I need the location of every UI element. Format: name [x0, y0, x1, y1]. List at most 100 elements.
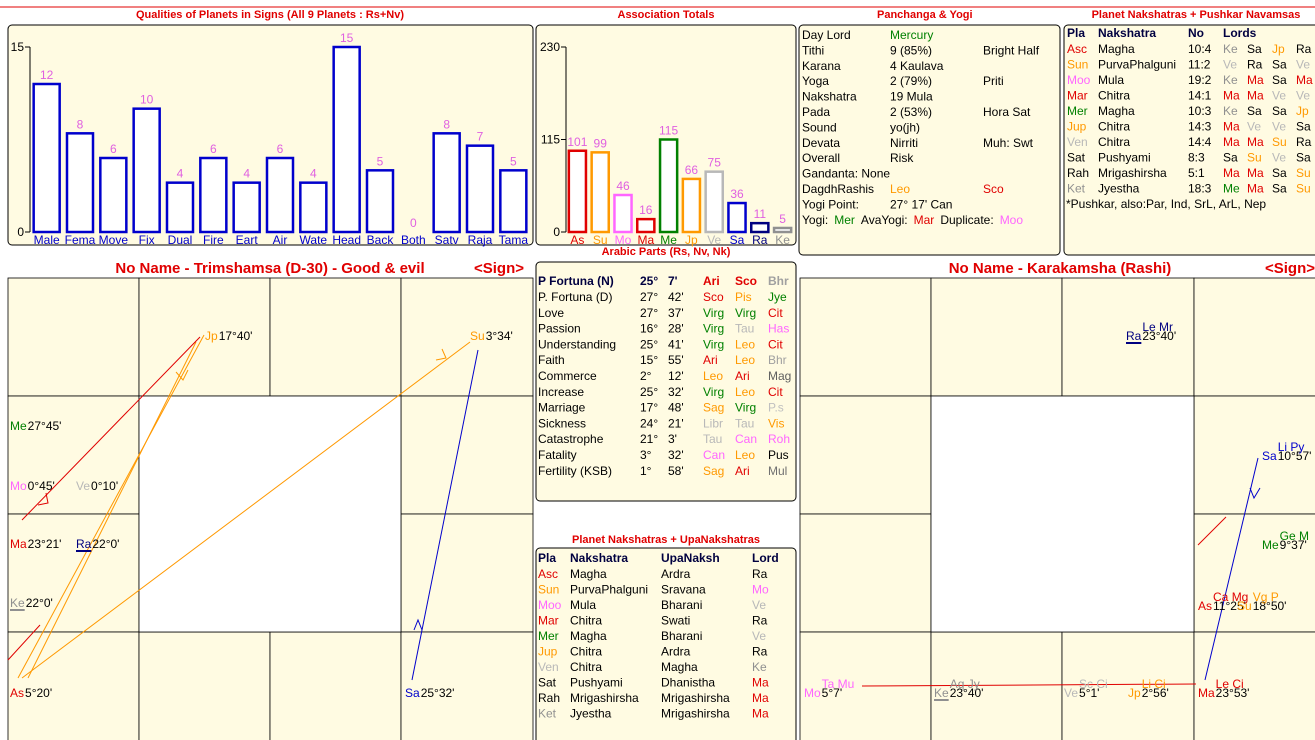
panel-title: Planet Nakshatras + Pushkar Navamsas	[1092, 9, 1301, 21]
x-tick-label: Ke	[775, 233, 790, 247]
table-cell: Has	[768, 322, 789, 336]
table-cell: Jye	[768, 290, 787, 304]
x-tick-label: Wate	[300, 233, 328, 247]
planet-degree: 22°0'	[92, 537, 119, 551]
table-cell: Virg	[703, 385, 724, 399]
table-cell: 58'	[668, 464, 684, 478]
table-cell: Virg	[735, 306, 756, 320]
table-cell: Ke	[1223, 42, 1238, 56]
panel-title: Qualities of Planets in Signs (All 9 Pla…	[136, 9, 404, 21]
table-cell: Sa	[1247, 104, 1262, 118]
bar	[432, 132, 461, 234]
d30-aspects	[7, 334, 479, 681]
table-cell: Mag	[768, 369, 791, 383]
x-tick-label: Male	[34, 233, 60, 247]
table-cell: Ra	[1296, 42, 1312, 56]
x-tick-label: Ma	[637, 233, 654, 247]
x-tick-label: Back	[367, 233, 395, 247]
planet: Me	[10, 419, 27, 433]
value-label: 36	[730, 187, 744, 201]
table-cell: 3°	[640, 448, 652, 462]
table-cell: Ke	[752, 660, 767, 674]
table-cell: Moo	[538, 598, 562, 612]
table-cell: 1°	[640, 464, 652, 478]
x-tick-label: Eart	[236, 233, 259, 247]
planet-sign: Vg P	[1253, 590, 1279, 604]
table-cell: 37'	[668, 306, 684, 320]
planet: Jp	[205, 329, 218, 343]
panchanga-cell: yo(jh)	[890, 120, 920, 134]
panchanga-cell: Karana	[802, 59, 841, 73]
planet-degree: 27°45'	[28, 419, 62, 433]
table-cell: Ma	[1223, 135, 1240, 149]
panchanga-cell: Day Lord	[802, 28, 851, 42]
pushkar-panel	[1063, 24, 1315, 256]
value-label: 99	[594, 136, 608, 150]
table-cell: P.s	[768, 401, 784, 415]
table-cell: Jp	[1296, 104, 1309, 118]
x-tick-label: Tama	[499, 233, 529, 247]
bar	[232, 181, 261, 234]
value-label: 15	[340, 31, 354, 45]
planet: Su	[470, 329, 485, 343]
value-label: 6	[277, 142, 284, 156]
planet: Ma	[10, 537, 27, 551]
table-cell: Sa	[1223, 151, 1238, 165]
table-cell: Su	[1272, 135, 1287, 149]
table-cell: Mar	[1067, 89, 1088, 103]
d30-sign: <Sign>	[474, 260, 524, 277]
table-cell: Chitra	[1098, 135, 1130, 149]
table-cell: 27°	[640, 290, 658, 304]
table-cell: 14:1	[1188, 89, 1212, 103]
table-header: Ari	[703, 274, 720, 288]
x-tick-label: Satv	[435, 233, 459, 247]
karakamsha-title: No Name - Karakamsha (Rashi)	[949, 260, 1172, 277]
table-cell: Mrigashirsha	[661, 691, 730, 705]
table-cell: 12'	[668, 369, 684, 383]
table-cell: Sa	[1296, 151, 1311, 165]
table-cell: 18:3	[1188, 182, 1212, 196]
table-cell: Sco	[703, 290, 724, 304]
planet: Ve	[1064, 686, 1078, 700]
table-cell: Leo	[735, 337, 755, 351]
table-cell: 48'	[668, 401, 684, 415]
bar	[32, 82, 61, 234]
x-tick-label: Sa	[730, 233, 745, 247]
panchanga-cell: 9 (85%)	[890, 43, 932, 57]
panchanga-cell: AvaYogi:	[861, 213, 908, 227]
table-cell: Ve	[1223, 58, 1237, 72]
table-cell: Libr	[703, 416, 723, 430]
table-cell: Cit	[768, 337, 783, 351]
table-cell: Marriage	[538, 401, 586, 415]
table-cell: Sat	[538, 676, 557, 690]
x-tick-label: Air	[273, 233, 288, 247]
table-cell: Chitra	[1098, 89, 1130, 103]
x-tick-label: Both	[401, 233, 426, 247]
table-cell: 21'	[668, 416, 684, 430]
planet-sign: Ta Mu	[822, 677, 855, 691]
value-label: 6	[110, 142, 117, 156]
x-tick-label: Mo	[615, 233, 632, 247]
bar	[750, 221, 770, 234]
table-header: Lords	[1223, 26, 1257, 40]
table-cell: Cit	[768, 385, 783, 399]
planet: Mo	[10, 479, 27, 493]
table-cell: Ket	[538, 707, 557, 721]
planet-degree: 22°0'	[26, 596, 53, 610]
table-cell: Mula	[1098, 73, 1124, 87]
bar	[727, 201, 747, 234]
table-header: Nakshatra	[1098, 26, 1156, 40]
planet-degree: 23°40'	[1142, 329, 1176, 343]
x-tick-label: As	[570, 233, 584, 247]
table-header: 7'	[668, 274, 678, 288]
panchanga-cell: Yogi Point:	[802, 197, 859, 211]
table-cell: 25°	[640, 385, 658, 399]
planet: Jp	[1128, 686, 1141, 700]
table-cell: Pushyami	[1098, 151, 1151, 165]
table-cell: Jyestha	[570, 707, 612, 721]
panchanga-cell: Bright Half	[983, 43, 1040, 57]
planet-degree: 9°37'	[1280, 538, 1307, 552]
table-cell: Ra	[1296, 135, 1312, 149]
table-cell: Ve	[752, 598, 766, 612]
